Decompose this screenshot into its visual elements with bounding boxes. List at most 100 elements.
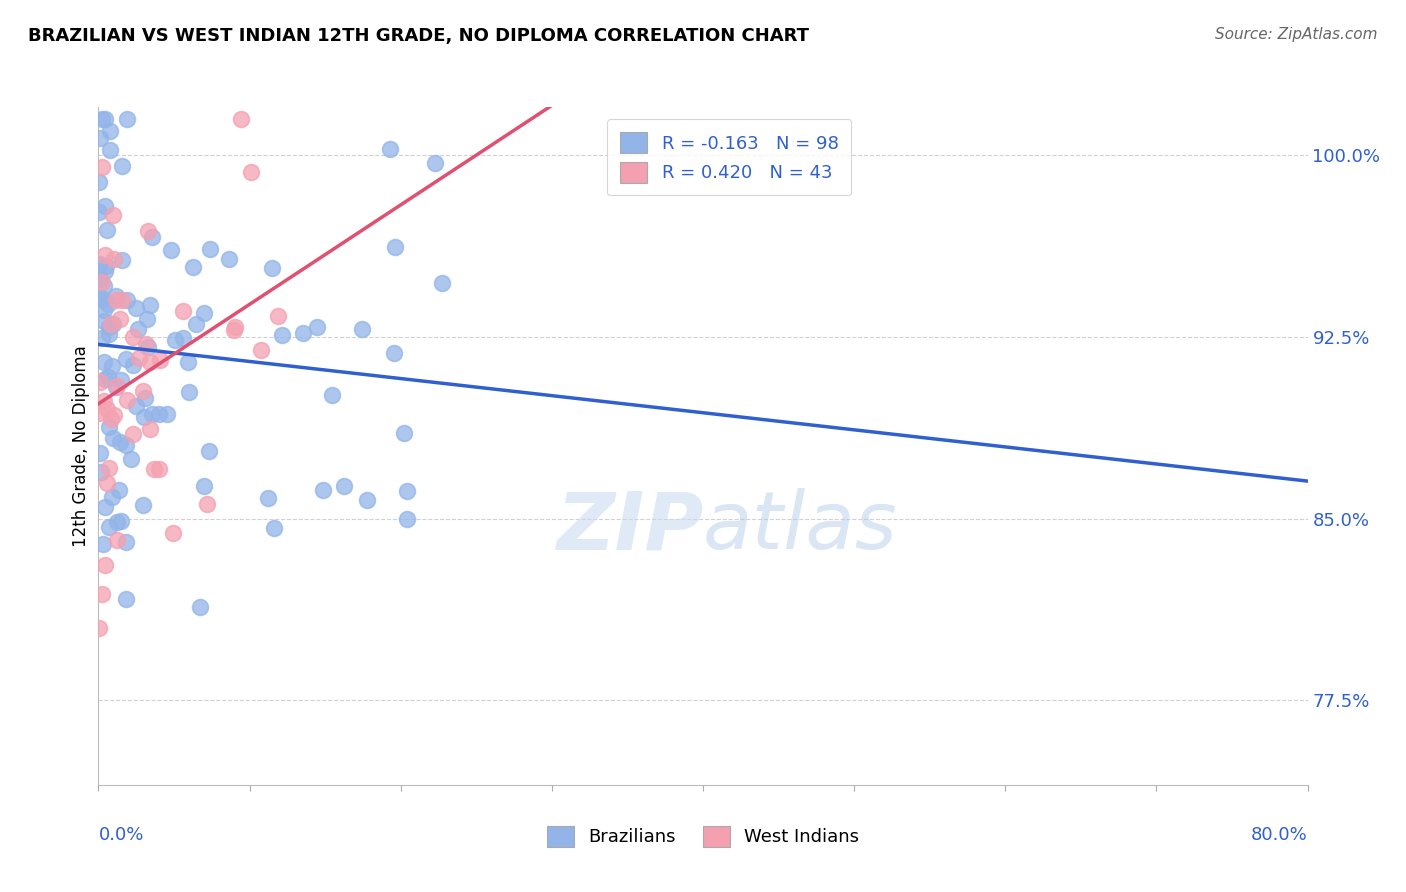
Point bbox=[132, 409, 155, 424]
Point bbox=[122, 329, 145, 343]
Point bbox=[115, 112, 138, 127]
Point bbox=[240, 164, 263, 178]
Point bbox=[94, 558, 117, 573]
Text: atlas: atlas bbox=[703, 488, 898, 566]
Point bbox=[89, 405, 111, 419]
Point bbox=[108, 483, 131, 498]
Point bbox=[111, 293, 134, 307]
Point bbox=[110, 514, 132, 528]
Point bbox=[110, 435, 132, 450]
Point bbox=[93, 303, 115, 318]
Point bbox=[177, 355, 200, 369]
Point bbox=[181, 260, 204, 275]
Point bbox=[172, 331, 194, 345]
Point bbox=[96, 475, 118, 490]
Point bbox=[120, 452, 142, 467]
Point bbox=[138, 340, 160, 354]
Point bbox=[93, 199, 115, 213]
Point bbox=[91, 537, 114, 551]
Point bbox=[378, 142, 401, 156]
Point bbox=[122, 426, 145, 441]
Point bbox=[392, 426, 415, 441]
Point bbox=[127, 322, 149, 336]
Point bbox=[104, 293, 127, 307]
Point bbox=[172, 303, 194, 318]
Point bbox=[91, 587, 114, 601]
Point bbox=[124, 301, 146, 315]
Point bbox=[186, 317, 208, 331]
Point bbox=[89, 446, 111, 460]
Point bbox=[143, 462, 166, 476]
Point bbox=[101, 359, 124, 373]
Point bbox=[94, 264, 117, 278]
Point bbox=[179, 384, 201, 399]
Point bbox=[149, 353, 172, 368]
Point bbox=[97, 297, 120, 311]
Point bbox=[165, 334, 187, 348]
Point bbox=[141, 407, 163, 421]
Point bbox=[115, 293, 138, 307]
Point bbox=[89, 375, 111, 389]
Point bbox=[93, 355, 115, 369]
Point bbox=[188, 600, 211, 615]
Point bbox=[97, 519, 120, 533]
Point bbox=[138, 297, 160, 311]
Point bbox=[432, 276, 454, 290]
Point bbox=[89, 272, 111, 286]
Point bbox=[110, 373, 132, 387]
Point bbox=[136, 224, 159, 238]
Point bbox=[396, 511, 419, 525]
Point bbox=[96, 402, 118, 417]
Point bbox=[193, 479, 215, 493]
Point bbox=[94, 500, 117, 514]
Legend: Brazilians, West Indians: Brazilians, West Indians bbox=[540, 819, 866, 854]
Point bbox=[100, 412, 122, 426]
Point bbox=[132, 498, 155, 512]
Point bbox=[103, 409, 125, 423]
Point bbox=[98, 419, 121, 434]
Point bbox=[100, 490, 122, 504]
Point bbox=[93, 248, 115, 262]
Point bbox=[292, 326, 315, 341]
Point bbox=[198, 443, 221, 458]
Point bbox=[100, 317, 122, 331]
Text: 80.0%: 80.0% bbox=[1251, 826, 1308, 844]
Point bbox=[101, 317, 124, 331]
Point bbox=[263, 521, 285, 535]
Point bbox=[108, 312, 131, 326]
Point bbox=[332, 479, 354, 493]
Point bbox=[91, 276, 114, 290]
Point bbox=[162, 525, 184, 540]
Point bbox=[98, 143, 121, 157]
Point bbox=[89, 131, 111, 145]
Point bbox=[193, 306, 215, 320]
Point bbox=[139, 421, 162, 435]
Point bbox=[262, 260, 284, 275]
Point bbox=[224, 320, 246, 334]
Point bbox=[93, 394, 115, 409]
Point bbox=[94, 259, 117, 273]
Point bbox=[148, 407, 170, 421]
Point bbox=[91, 330, 114, 344]
Point bbox=[90, 292, 112, 306]
Point bbox=[222, 323, 245, 337]
Point bbox=[384, 240, 406, 254]
Point bbox=[91, 292, 114, 306]
Point bbox=[135, 337, 157, 351]
Point bbox=[122, 358, 145, 372]
Text: Source: ZipAtlas.com: Source: ZipAtlas.com bbox=[1215, 27, 1378, 42]
Y-axis label: 12th Grade, No Diploma: 12th Grade, No Diploma bbox=[72, 345, 90, 547]
Text: ZIP: ZIP bbox=[555, 488, 703, 566]
Point bbox=[271, 328, 294, 343]
Point bbox=[321, 388, 343, 402]
Point bbox=[115, 393, 138, 408]
Point bbox=[111, 159, 134, 173]
Point bbox=[198, 242, 221, 256]
Point bbox=[89, 257, 111, 271]
Point bbox=[148, 462, 170, 476]
Point bbox=[132, 384, 155, 398]
Point bbox=[105, 515, 128, 529]
Point bbox=[97, 326, 120, 341]
Point bbox=[89, 205, 111, 219]
Point bbox=[229, 112, 252, 127]
